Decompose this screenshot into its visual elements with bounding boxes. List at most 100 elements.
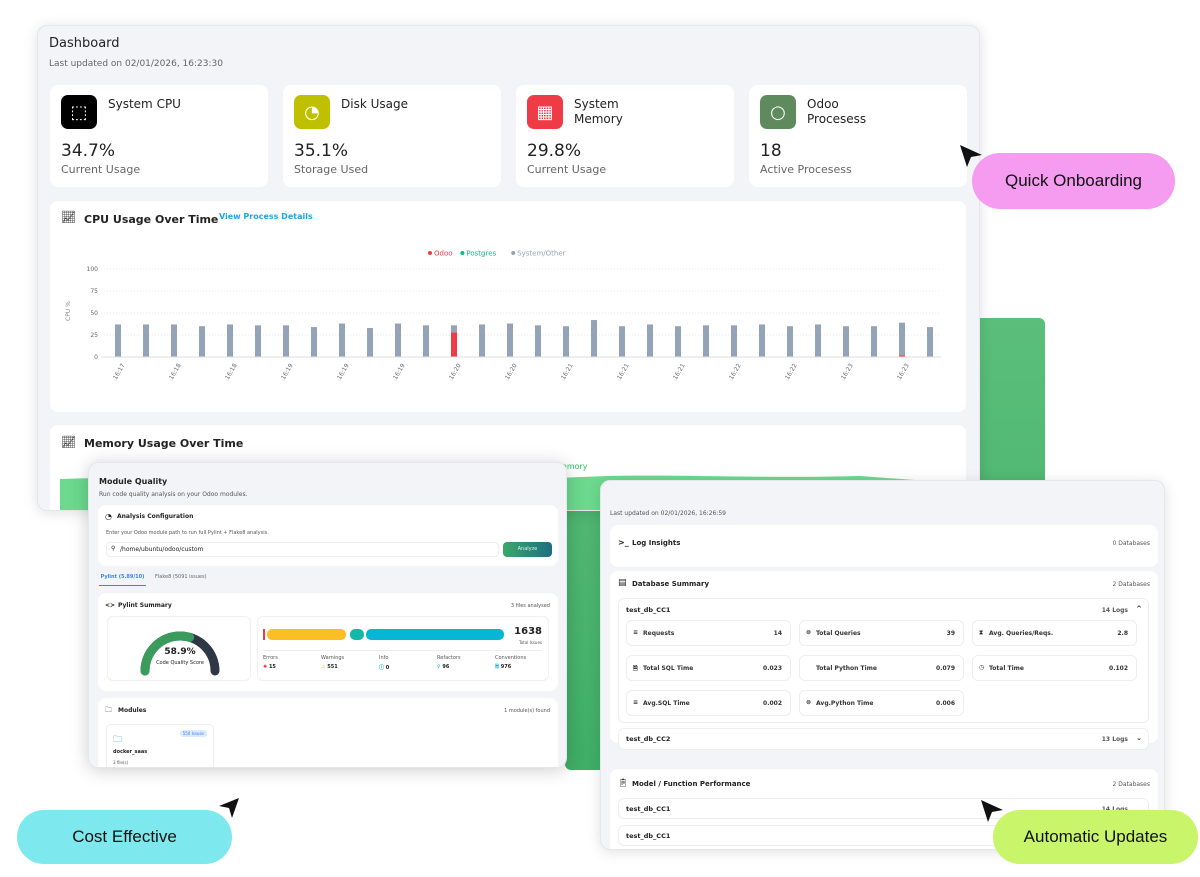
module-path-input[interactable]: ⚲ /home/ubuntu/odoo/custom <box>106 542 499 557</box>
count-icon: ⚲ <box>437 664 441 670</box>
folder-icon: 🗀︎ <box>113 735 123 745</box>
modules-card: 🗀︎ Modules 1 module(s) found 🗀︎ 550 Issu… <box>98 698 558 767</box>
bar-system-other <box>227 324 233 357</box>
chevron-down-icon[interactable]: ⌄ <box>1136 734 1142 742</box>
bar-system-other <box>423 325 429 357</box>
automatic-updates-pill: Automatic Updates <box>993 810 1198 864</box>
analyze-button[interactable]: Analyze <box>503 542 552 557</box>
metric-card: 🗎︎ Total SQL Time 0.023 <box>626 655 791 681</box>
y-tick-label: 75 <box>90 288 98 295</box>
circle-icon: ○ <box>760 95 796 129</box>
x-tick-label: 16:18 <box>224 362 239 381</box>
x-tick-label: 16:20 <box>504 362 519 381</box>
metric-label: Avg. Queries/Reqs. <box>989 630 1054 637</box>
count-label: Errors <box>263 655 278 661</box>
x-tick-label: 16:20 <box>448 362 463 381</box>
db-row-collapsed[interactable]: test_db_CC2 13 Logs ⌄ <box>618 728 1149 750</box>
cpu-chart: Odoo Postgres System/Other 0 25 50 75 100 CPU % 1… <box>65 250 941 381</box>
total-issues: 1638 <box>514 626 542 637</box>
metric-label: Requests <box>643 630 675 637</box>
line-chart-icon: 📈︎ <box>61 210 77 224</box>
view-process-details-link[interactable]: View Process Details <box>219 212 313 221</box>
quality-score-label: Code Quality Score <box>156 660 204 666</box>
metric-value: 0.102 <box>1109 665 1128 672</box>
stat-value: 34.7% <box>61 141 116 161</box>
metric-value: 39 <box>946 630 955 637</box>
module-files: 3 file(s) <box>113 760 129 765</box>
x-tick-label: 16:21 <box>616 362 631 381</box>
divider <box>263 650 542 651</box>
cost-effective-pill: Cost Effective <box>17 810 232 864</box>
x-tick-label: 16:22 <box>784 362 799 381</box>
bar-system-other <box>675 326 681 357</box>
count-label: Refactors <box>437 655 461 661</box>
issues-card: 1638 Total Issues Errors ✹ 15 Warnings ⚠… <box>257 616 549 681</box>
stat-value: 18 <box>760 141 782 161</box>
x-tick-label: 16:22 <box>728 362 743 381</box>
modules-title: Modules <box>118 707 147 714</box>
bar-system-other <box>703 325 709 357</box>
bar-system-other <box>283 325 289 357</box>
metric-icon: ⧗ <box>979 629 984 636</box>
bar-system-other <box>339 323 345 357</box>
module-name: docker_saas <box>113 749 148 755</box>
x-tick-label: 16:23 <box>840 362 855 381</box>
metric-icon: ⊜ <box>806 629 812 636</box>
y-tick-label: 100 <box>87 266 99 273</box>
metric-value: 0.002 <box>763 700 782 707</box>
metric-card: Total Python Time 0.079 <box>799 655 964 681</box>
legend-marker <box>460 251 465 255</box>
issue-count-conventions: Conventions 🗎︎ 976 <box>495 655 526 672</box>
db-name: test_db_CC1 <box>626 805 671 813</box>
count-label: Conventions <box>495 655 527 661</box>
metric-card: ≡ Requests 14 <box>626 620 791 646</box>
chevron-up-icon[interactable]: ^ <box>1136 605 1142 613</box>
database-icon: ▤ <box>618 578 627 588</box>
config-hint: Enter your Odoo module path to run full … <box>106 530 269 536</box>
bar-system-other <box>843 326 849 357</box>
module-item[interactable]: 🗀︎ 550 Issues docker_saas 3 file(s) <box>106 724 214 767</box>
count-icon: 🗎︎ <box>495 664 500 670</box>
tab-flake8[interactable]: Flake8 (5091 issues) <box>155 574 207 580</box>
refactors-bar <box>350 629 364 640</box>
total-issues-label: Total Issues <box>518 640 542 645</box>
log-insights-card[interactable]: >_ Log Insights 0 Databases <box>610 525 1158 567</box>
metric-icon: ◷ <box>979 664 985 671</box>
config-title: Analysis Configuration <box>117 513 194 520</box>
legend-label: System/Other <box>517 250 565 258</box>
pylint-summary-card: <> Pylint Summary 3 files analysed 58.9%… <box>98 593 558 691</box>
metric-value: 0.006 <box>936 700 955 707</box>
x-tick-label: 16:17 <box>112 362 127 381</box>
bar-system-other <box>535 325 541 357</box>
memory-legend: Memory <box>555 462 588 471</box>
metric-card: ⧗ Avg. Queries/Reqs. 2.8 <box>972 620 1137 646</box>
metric-icon: ≡ <box>633 699 639 706</box>
model-performance-title: Model / Function Performance <box>632 780 751 788</box>
stat-card: ○ Odoo Procesess 18 Active Procesess <box>749 85 967 187</box>
tab-pylint[interactable]: Pylint (5.89/10) <box>99 574 146 586</box>
log-insights-title: Log Insights <box>632 539 681 547</box>
bar-system-other <box>731 325 737 357</box>
db-logs: 13 Logs <box>1101 736 1128 743</box>
stat-card: ▦ System Memory 29.8% Current Usage <box>516 85 734 187</box>
bar-system-other <box>759 324 765 357</box>
bar-system-other <box>367 327 373 357</box>
database-count: 2 Databases <box>1112 581 1150 588</box>
x-tick-label: 16:21 <box>672 362 687 381</box>
metric-card: ⊜ Total Queries 39 <box>799 620 964 646</box>
cpu-chart-title: CPU Usage Over Time <box>84 213 219 226</box>
log-insights-count: 0 Databases <box>1112 540 1150 547</box>
pylint-summary-title: Pylint Summary <box>118 602 172 609</box>
last-updated: Last updated on 02/01/2026, 16:26:59 <box>610 510 726 517</box>
metric-value: 2.8 <box>1117 630 1128 637</box>
y-tick-label: 25 <box>90 332 98 339</box>
legend-marker <box>511 251 516 255</box>
stat-subtitle: Storage Used <box>294 163 369 176</box>
db-row-expanded[interactable]: test_db_CC1 14 Logs ^ ≡ Requests 14 ⊜ To… <box>618 598 1149 723</box>
stat-card: ⬚ System CPU 34.7% Current Usage <box>50 85 268 187</box>
quality-score: 58.9% <box>164 647 196 657</box>
cursor-icon <box>960 145 982 167</box>
x-tick-label: 16:19 <box>336 362 351 381</box>
metric-label: Total Python Time <box>816 665 877 672</box>
bar-system-other <box>787 326 793 357</box>
